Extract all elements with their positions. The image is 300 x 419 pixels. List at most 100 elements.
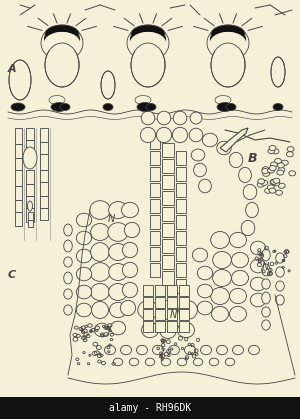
- Ellipse shape: [257, 182, 264, 187]
- Ellipse shape: [141, 111, 155, 125]
- Ellipse shape: [262, 249, 270, 261]
- Ellipse shape: [217, 345, 227, 354]
- Ellipse shape: [270, 179, 277, 184]
- Bar: [155, 321, 165, 332]
- Ellipse shape: [278, 163, 284, 168]
- Ellipse shape: [213, 269, 231, 287]
- Ellipse shape: [277, 170, 284, 175]
- Ellipse shape: [200, 345, 211, 354]
- Ellipse shape: [262, 320, 270, 330]
- Ellipse shape: [271, 57, 285, 87]
- Ellipse shape: [122, 282, 138, 297]
- Ellipse shape: [184, 345, 196, 354]
- Ellipse shape: [173, 111, 187, 125]
- Ellipse shape: [141, 51, 155, 79]
- Bar: [179, 297, 189, 308]
- Ellipse shape: [199, 179, 212, 193]
- Ellipse shape: [202, 133, 218, 147]
- Ellipse shape: [269, 145, 276, 150]
- Ellipse shape: [44, 28, 80, 50]
- Bar: [150, 183, 160, 197]
- Ellipse shape: [159, 301, 177, 319]
- Bar: [162, 175, 174, 189]
- Text: N: N: [262, 262, 269, 272]
- Ellipse shape: [92, 302, 109, 318]
- Bar: [176, 231, 186, 245]
- Ellipse shape: [64, 240, 72, 252]
- Ellipse shape: [278, 168, 285, 173]
- Text: alamy - RH96DK: alamy - RH96DK: [109, 403, 191, 413]
- Ellipse shape: [101, 71, 115, 99]
- Ellipse shape: [130, 28, 166, 50]
- Ellipse shape: [211, 43, 245, 87]
- Ellipse shape: [51, 103, 67, 111]
- Ellipse shape: [209, 358, 219, 366]
- Ellipse shape: [268, 168, 274, 173]
- Ellipse shape: [268, 149, 275, 154]
- Ellipse shape: [120, 300, 136, 316]
- Ellipse shape: [49, 96, 65, 104]
- Ellipse shape: [229, 153, 243, 168]
- Bar: [176, 215, 186, 229]
- Ellipse shape: [137, 103, 153, 111]
- Ellipse shape: [56, 50, 68, 76]
- Text: A: A: [8, 64, 16, 74]
- Ellipse shape: [276, 281, 284, 291]
- Ellipse shape: [146, 103, 156, 111]
- Polygon shape: [220, 128, 248, 152]
- Text: B: B: [248, 152, 257, 165]
- Ellipse shape: [211, 25, 245, 43]
- Bar: [179, 309, 189, 320]
- Bar: [167, 309, 177, 320]
- Bar: [28, 212, 32, 220]
- Ellipse shape: [190, 112, 202, 124]
- Bar: [179, 321, 189, 332]
- Ellipse shape: [270, 162, 277, 167]
- Ellipse shape: [262, 264, 270, 276]
- Ellipse shape: [192, 248, 208, 262]
- Ellipse shape: [222, 50, 234, 76]
- Ellipse shape: [131, 43, 165, 87]
- Ellipse shape: [76, 249, 92, 263]
- Ellipse shape: [76, 285, 92, 299]
- Ellipse shape: [178, 322, 194, 338]
- Ellipse shape: [129, 358, 139, 366]
- Bar: [176, 279, 186, 293]
- Ellipse shape: [48, 32, 76, 48]
- Ellipse shape: [131, 25, 165, 43]
- Bar: [150, 247, 160, 261]
- Text: N: N: [170, 310, 177, 320]
- Ellipse shape: [179, 301, 197, 319]
- Ellipse shape: [134, 32, 162, 48]
- Ellipse shape: [221, 51, 235, 79]
- Bar: [155, 297, 165, 308]
- Ellipse shape: [109, 264, 128, 280]
- Bar: [150, 199, 160, 213]
- Ellipse shape: [135, 96, 151, 104]
- Ellipse shape: [110, 321, 126, 335]
- Ellipse shape: [138, 301, 158, 319]
- Bar: [162, 223, 174, 237]
- Ellipse shape: [45, 43, 79, 87]
- Bar: [14, 144, 22, 158]
- Ellipse shape: [194, 163, 206, 177]
- Ellipse shape: [127, 25, 169, 61]
- Ellipse shape: [241, 220, 255, 235]
- Ellipse shape: [211, 232, 230, 248]
- Ellipse shape: [197, 301, 213, 315]
- Bar: [162, 207, 174, 221]
- Ellipse shape: [210, 32, 246, 54]
- Text: N: N: [108, 214, 115, 224]
- Ellipse shape: [217, 103, 233, 111]
- Ellipse shape: [64, 289, 72, 299]
- Ellipse shape: [55, 49, 69, 77]
- Ellipse shape: [261, 180, 268, 185]
- Ellipse shape: [197, 284, 213, 298]
- Bar: [150, 231, 160, 245]
- Ellipse shape: [262, 279, 270, 289]
- Bar: [150, 135, 160, 149]
- Ellipse shape: [281, 160, 288, 166]
- Ellipse shape: [250, 259, 266, 273]
- Bar: [143, 321, 153, 332]
- Ellipse shape: [286, 152, 293, 157]
